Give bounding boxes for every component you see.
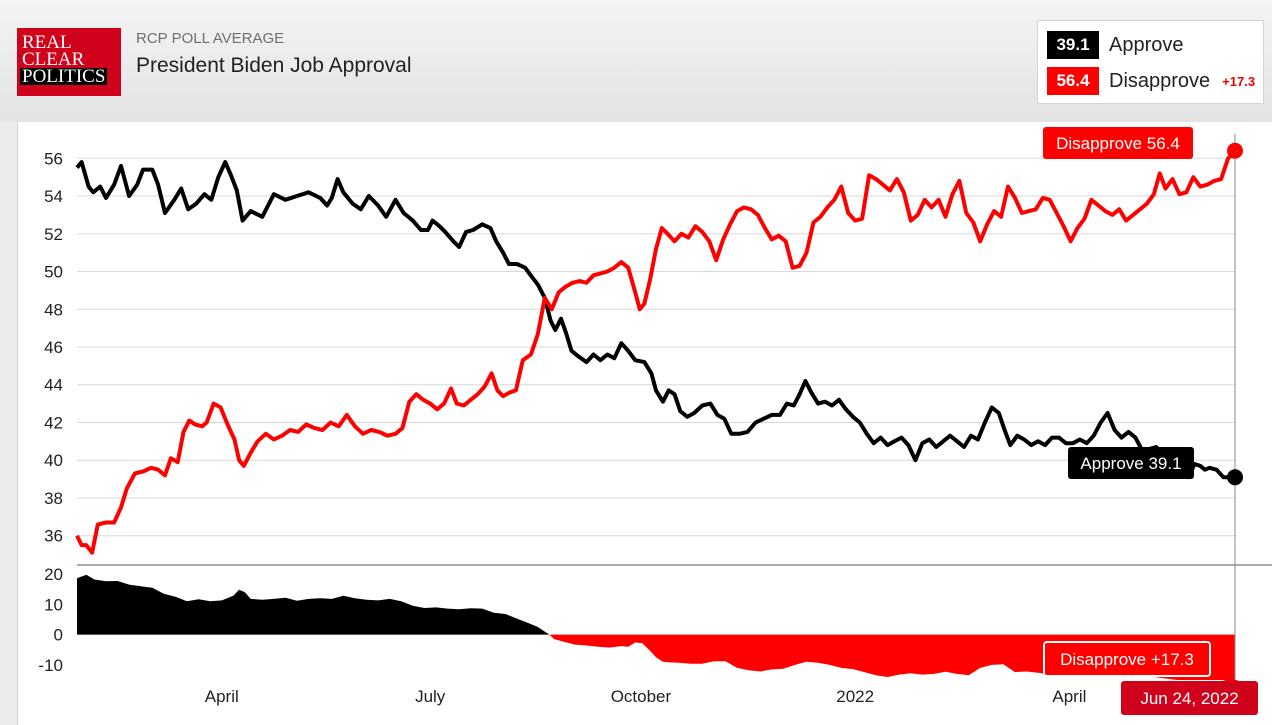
logo-line-3: POLITICS (20, 66, 108, 87)
legend-disapprove-row[interactable]: 56.4 Disapprove +17.3 (1047, 67, 1255, 95)
date-callout-text: Jun 24, 2022 (1140, 689, 1238, 708)
y-tick-label: 44 (44, 376, 63, 395)
x-tick-label: July (415, 687, 446, 706)
series-line-approve (75, 160, 1235, 480)
legend-box: 39.1 Approve 56.4 Disapprove +17.3 (1037, 20, 1264, 104)
y-tick-label: 36 (44, 527, 63, 546)
approve-callout-text: Approve 39.1 (1080, 454, 1181, 473)
y-tick-label: 50 (44, 263, 63, 282)
y-tick-label: 46 (44, 338, 63, 357)
approve-label: Approve (1109, 33, 1184, 56)
y-tick-label: 56 (44, 149, 63, 168)
approve-end-marker (1227, 469, 1243, 486)
date-callout-box (1121, 681, 1258, 715)
x-tick-label: October (611, 687, 672, 706)
logo-line-2: CLEAR (22, 49, 85, 70)
y-tick-label: 42 (44, 413, 63, 432)
spread-value: +17.3 (1222, 73, 1256, 89)
approve-value-badge: 39.1 (1047, 31, 1099, 59)
spread-y-tick-label: 10 (44, 595, 63, 614)
spread-area-approve (77, 574, 1235, 635)
y-tick-label: 40 (44, 451, 63, 470)
x-tick-label: April (1052, 687, 1086, 706)
chart-kicker: RCP POLL AVERAGE (136, 30, 285, 47)
spread-y-tick-label: 20 (44, 565, 63, 584)
y-tick-label: 38 (44, 489, 63, 508)
spread-area-disapprove (77, 634, 1235, 687)
chart-panel: 36 38 40 42 44 46 48 50 52 54 56 20 10 0 -10 Disapprove… (17, 122, 1272, 725)
chart-svg[interactable]: 36 38 40 42 44 46 48 50 52 54 56 20 10 0 -10 Disapprove… (18, 122, 1272, 725)
disapprove-end-marker (1227, 142, 1243, 159)
approve-callout-box (1068, 447, 1194, 479)
disapprove-callout-text: Disapprove 56.4 (1056, 134, 1180, 153)
rcp-logo[interactable]: REAL CLEAR POLITICS (17, 28, 121, 96)
y-tick-label: 48 (44, 300, 63, 319)
disapprove-value-badge: 56.4 (1047, 67, 1099, 95)
y-tick-label: 52 (44, 225, 63, 244)
disapprove-label: Disapprove (1109, 69, 1211, 92)
x-tick-label: 2022 (836, 687, 874, 706)
spread-callout-text: Disapprove +17.3 (1060, 650, 1194, 669)
x-tick-label: April (205, 687, 239, 706)
disapprove-callout-box (1043, 127, 1193, 159)
legend-approve-row[interactable]: 39.1 Approve (1047, 31, 1184, 59)
series-line-disapprove (75, 149, 1237, 555)
spread-y-tick-label: 0 (54, 626, 63, 645)
logo-line-1: REAL (22, 32, 72, 53)
spread-y-tick-label: -10 (38, 656, 63, 675)
spread-callout-box (1043, 641, 1211, 677)
y-tick-label: 54 (44, 187, 63, 206)
chart-title: President Biden Job Approval (136, 54, 412, 77)
